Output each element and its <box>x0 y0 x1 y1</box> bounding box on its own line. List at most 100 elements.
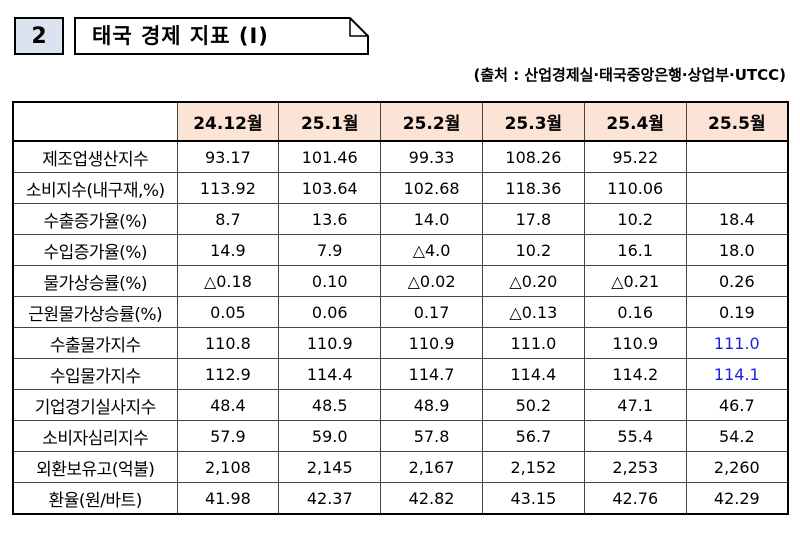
row-label: 근원물가상승률(%) <box>12 296 178 328</box>
table-cell: 110.9 <box>380 327 483 359</box>
table-cell: 18.0 <box>685 234 789 266</box>
table-cell: 57.8 <box>380 420 483 452</box>
table-cell: 42.82 <box>380 482 483 515</box>
table-row: 물가상승률(%) △0.18 0.10 △0.02 △0.20 △0.21 0.26 <box>12 265 789 297</box>
table-cell: 47.1 <box>583 389 687 421</box>
table-row: 수입물가지수 112.9 114.4 114.7 114.4 114.2 114.1 <box>12 358 789 390</box>
table-row: 환율(원/바트) 41.98 42.37 42.82 43.15 42.76 42.29 <box>12 482 789 515</box>
economic-indicators-table: 24.12월 25.1월 25.2월 25.3월 25.4월 25.5월 제조업… <box>12 101 789 515</box>
source-note: (출처 : 산업경제실·태국중앙은행·상업부·UTCC) <box>473 66 786 84</box>
table-row: 수입증가율(%) 14.9 7.9 △4.0 10.2 16.1 18.0 <box>12 234 789 266</box>
table-row: 기업경기실사지수 48.4 48.5 48.9 50.2 47.1 46.7 <box>12 389 789 421</box>
table-cell: 14.0 <box>380 203 483 235</box>
table-row: 근원물가상승률(%) 0.05 0.06 0.17 △0.13 0.16 0.19 <box>12 296 789 328</box>
table-cell: 42.37 <box>278 482 382 515</box>
row-label: 수출증가율(%) <box>12 203 178 235</box>
table-cell: 41.98 <box>176 482 280 515</box>
table-cell: 43.15 <box>481 482 585 515</box>
row-label: 소비자심리지수 <box>12 420 178 452</box>
column-header: 25.4월 <box>583 101 687 142</box>
table-cell: △0.13 <box>481 296 585 328</box>
table-cell: 2,145 <box>278 451 382 483</box>
table-cell: 113.92 <box>176 172 280 204</box>
table-cell: 54.2 <box>685 420 789 452</box>
table-cell: 0.16 <box>583 296 687 328</box>
table-cell: 10.2 <box>481 234 585 266</box>
table-cell: △0.18 <box>176 265 280 297</box>
table-cell: 2,253 <box>583 451 687 483</box>
row-label: 수입증가율(%) <box>12 234 178 266</box>
column-header: 25.5월 <box>685 101 789 142</box>
table-cell: 114.4 <box>481 358 585 390</box>
table-cell: 42.29 <box>685 482 789 515</box>
table-cell: 10.2 <box>583 203 687 235</box>
table-row: 제조업생산지수 93.17 101.46 99.33 108.26 95.22 <box>12 140 789 173</box>
table-row: 외환보유고(억불) 2,108 2,145 2,167 2,152 2,253 2,260 <box>12 451 789 483</box>
table-cell: 111.0 <box>481 327 585 359</box>
table-cell: 110.9 <box>583 327 687 359</box>
table-cell: 118.36 <box>481 172 585 204</box>
table-cell: △0.20 <box>481 265 585 297</box>
table-cell: 2,152 <box>481 451 585 483</box>
table-cell: 2,260 <box>685 451 789 483</box>
table-cell: 55.4 <box>583 420 687 452</box>
column-header: 25.3월 <box>481 101 585 142</box>
table-cell: 114.4 <box>278 358 382 390</box>
table-row: 수출증가율(%) 8.7 13.6 14.0 17.8 10.2 18.4 <box>12 203 789 235</box>
table-cell: 8.7 <box>176 203 280 235</box>
table-cell: 17.8 <box>481 203 585 235</box>
table-cell: △4.0 <box>380 234 483 266</box>
table-cell: 114.7 <box>380 358 483 390</box>
table-cell: 0.19 <box>685 296 789 328</box>
table-cell: 102.68 <box>380 172 483 204</box>
table-cell: 18.4 <box>685 203 789 235</box>
row-label: 기업경기실사지수 <box>12 389 178 421</box>
table-cell: 0.05 <box>176 296 280 328</box>
row-label: 물가상승률(%) <box>12 265 178 297</box>
table-cell: 110.06 <box>583 172 687 204</box>
table-cell: 114.2 <box>583 358 687 390</box>
section-number: 2 <box>31 23 47 49</box>
table-cell: 110.8 <box>176 327 280 359</box>
table-cell: 93.17 <box>176 140 280 173</box>
row-label: 수출물가지수 <box>12 327 178 359</box>
table-cell: 101.46 <box>278 140 382 173</box>
table-cell: 50.2 <box>481 389 585 421</box>
row-label: 제조업생산지수 <box>12 140 178 173</box>
header-corner-cell <box>12 101 178 142</box>
section-title: 태국 경제 지표 (Ⅰ) <box>92 24 269 48</box>
table-cell: 0.06 <box>278 296 382 328</box>
table-header-row: 24.12월 25.1월 25.2월 25.3월 25.4월 25.5월 <box>12 101 789 142</box>
table-cell: △0.02 <box>380 265 483 297</box>
table-cell: 99.33 <box>380 140 483 173</box>
title-box-frame <box>74 17 369 55</box>
table-cell: 48.4 <box>176 389 280 421</box>
table-cell: 0.10 <box>278 265 382 297</box>
table-cell: 110.9 <box>278 327 382 359</box>
row-label: 외환보유고(억불) <box>12 451 178 483</box>
row-label: 수입물가지수 <box>12 358 178 390</box>
column-header: 24.12월 <box>176 101 280 142</box>
table-cell: 46.7 <box>685 389 789 421</box>
table-body: 제조업생산지수 93.17 101.46 99.33 108.26 95.22 소비지수(내… <box>12 140 789 515</box>
section-title-box: 태국 경제 지표 (Ⅰ) <box>74 17 369 55</box>
table-cell: 14.9 <box>176 234 280 266</box>
table-cell: 114.1 <box>685 358 789 390</box>
table-cell: 42.76 <box>583 482 687 515</box>
section-number-badge: 2 <box>14 17 64 55</box>
table-cell: 108.26 <box>481 140 585 173</box>
table-cell: 2,167 <box>380 451 483 483</box>
table-cell: 48.5 <box>278 389 382 421</box>
table-cell: 57.9 <box>176 420 280 452</box>
table-cell: 2,108 <box>176 451 280 483</box>
table-cell: 95.22 <box>583 140 687 173</box>
row-label: 환율(원/바트) <box>12 482 178 515</box>
table-cell: △0.21 <box>583 265 687 297</box>
table-cell <box>685 172 789 204</box>
table-cell: 0.17 <box>380 296 483 328</box>
column-header: 25.2월 <box>380 101 483 142</box>
table-cell: 13.6 <box>278 203 382 235</box>
table-cell: 16.1 <box>583 234 687 266</box>
table-cell: 112.9 <box>176 358 280 390</box>
table-cell: 56.7 <box>481 420 585 452</box>
